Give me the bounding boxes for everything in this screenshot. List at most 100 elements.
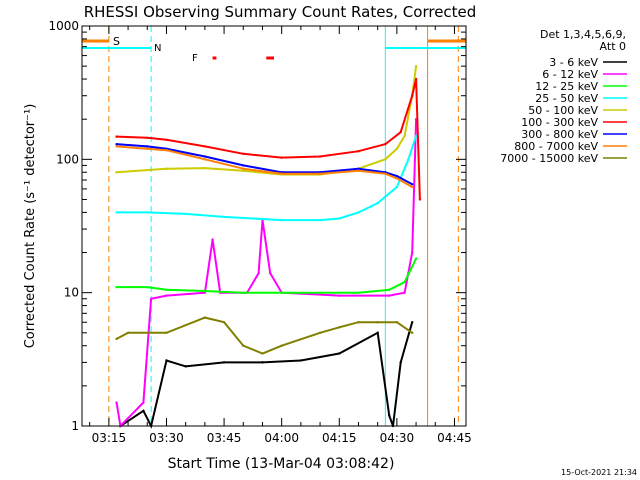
series-point-2 bbox=[165, 288, 168, 292]
series-point-8 bbox=[338, 326, 341, 329]
series-point-3 bbox=[115, 211, 118, 214]
series-point-5 bbox=[399, 130, 402, 134]
series-point-8 bbox=[318, 331, 322, 335]
series-point-5 bbox=[411, 94, 414, 97]
series-point-2 bbox=[242, 291, 245, 294]
series-point-0 bbox=[411, 321, 414, 324]
series-point-1 bbox=[165, 294, 168, 297]
y-tick-label: 1 bbox=[71, 419, 79, 433]
series-point-5 bbox=[418, 198, 422, 201]
series-point-1 bbox=[142, 401, 145, 404]
series-point-5 bbox=[242, 152, 245, 156]
series-point-2 bbox=[115, 285, 118, 289]
series-point-7 bbox=[280, 172, 283, 175]
series-point-1 bbox=[211, 238, 214, 241]
series-point-0 bbox=[376, 331, 379, 335]
series-point-8 bbox=[203, 316, 207, 319]
series-point-0 bbox=[399, 361, 402, 364]
series-point-8 bbox=[115, 337, 118, 341]
series-point-3 bbox=[395, 185, 399, 189]
y-tick-label: 100 bbox=[56, 152, 79, 166]
flag-bars: S N F bbox=[82, 26, 466, 426]
legend-label: 7000 - 15000 keV bbox=[500, 152, 598, 165]
series-point-3 bbox=[338, 217, 341, 220]
series-point-0 bbox=[165, 359, 168, 362]
night-flag-label: N bbox=[154, 43, 161, 54]
plot-area: S N F 03:15 03:30 03:45 04:00 04:15 04:30 04:45 1… bbox=[48, 19, 471, 445]
series-point-7 bbox=[242, 167, 245, 170]
series-point-3 bbox=[146, 211, 149, 214]
series-point-2 bbox=[388, 288, 391, 292]
series-point-8 bbox=[395, 321, 399, 324]
series-point-0 bbox=[222, 361, 226, 364]
series-point-4 bbox=[242, 169, 245, 173]
series-point-1 bbox=[268, 271, 272, 275]
axis-ticks: 03:15 03:30 03:45 04:00 04:15 04:30 04:45 1 10 10… bbox=[48, 19, 471, 445]
plot-frame bbox=[81, 25, 467, 427]
series-line-8 bbox=[116, 316, 413, 355]
series-point-5 bbox=[203, 145, 207, 148]
series-point-5 bbox=[146, 136, 149, 140]
series-point-0 bbox=[299, 359, 303, 362]
legend-header-line2: Att 0 bbox=[600, 40, 626, 53]
series-point-3 bbox=[414, 134, 418, 138]
x-tick-label: 03:45 bbox=[207, 431, 242, 445]
chart-title: RHESSI Observing Summary Count Rates, Co… bbox=[84, 3, 477, 21]
series-line-1 bbox=[115, 119, 418, 429]
series-line-2 bbox=[116, 258, 417, 294]
series-point-4 bbox=[115, 171, 118, 174]
series-point-3 bbox=[407, 158, 410, 161]
legend-label: 6 - 12 keV bbox=[542, 68, 598, 81]
series-point-3 bbox=[376, 201, 379, 205]
series-point-7 bbox=[395, 177, 399, 180]
series-point-6 bbox=[357, 167, 360, 170]
series-point-2 bbox=[357, 291, 360, 294]
series-point-3 bbox=[280, 218, 283, 222]
series-point-0 bbox=[184, 365, 187, 368]
series-point-5 bbox=[357, 150, 360, 153]
series-point-2 bbox=[280, 291, 283, 294]
series-point-1 bbox=[403, 291, 406, 294]
y-tick-label: 10 bbox=[64, 286, 79, 300]
series-point-5 bbox=[414, 77, 418, 81]
x-axis-label: Start Time (13-Mar-04 03:08:42) bbox=[168, 456, 395, 472]
legend-label: 100 - 300 keV bbox=[521, 116, 598, 129]
legend-label: 50 - 100 keV bbox=[528, 104, 598, 117]
series-point-1 bbox=[411, 251, 414, 254]
series-line-3 bbox=[116, 135, 418, 222]
series-point-0 bbox=[142, 409, 145, 413]
series-point-8 bbox=[242, 344, 245, 347]
x-tick-label: 04:45 bbox=[437, 431, 472, 445]
legend-label: 25 - 50 keV bbox=[535, 92, 598, 105]
series-line-7 bbox=[116, 145, 413, 188]
series-point-7 bbox=[146, 147, 149, 150]
legend-label: 800 - 7000 keV bbox=[514, 140, 598, 153]
legend-label: 3 - 6 keV bbox=[549, 56, 598, 69]
series-point-4 bbox=[384, 158, 387, 161]
series-point-6 bbox=[411, 183, 414, 186]
series-point-8 bbox=[280, 344, 283, 347]
series-line-5 bbox=[116, 78, 421, 200]
y-tick-label: 1000 bbox=[48, 19, 79, 33]
series-point-5 bbox=[384, 142, 387, 146]
series-point-1 bbox=[203, 291, 207, 294]
series-point-1 bbox=[115, 401, 118, 404]
legend-label: 300 - 800 keV bbox=[521, 128, 598, 141]
series-point-8 bbox=[376, 321, 379, 324]
series-point-8 bbox=[222, 321, 226, 324]
series-point-0 bbox=[261, 361, 264, 364]
series-point-6 bbox=[203, 155, 207, 158]
series-point-7 bbox=[384, 172, 387, 175]
series-point-4 bbox=[414, 64, 418, 68]
series-point-2 bbox=[203, 289, 207, 293]
x-tick-label: 04:15 bbox=[322, 431, 357, 445]
series-point-7 bbox=[411, 185, 414, 189]
series-point-4 bbox=[203, 166, 207, 170]
series-point-3 bbox=[222, 215, 226, 219]
legend-header-line1: Det 1,3,4,5,6,9, bbox=[540, 28, 626, 41]
series-point-4 bbox=[165, 167, 168, 170]
series-point-1 bbox=[388, 294, 391, 297]
series-point-2 bbox=[414, 257, 418, 260]
